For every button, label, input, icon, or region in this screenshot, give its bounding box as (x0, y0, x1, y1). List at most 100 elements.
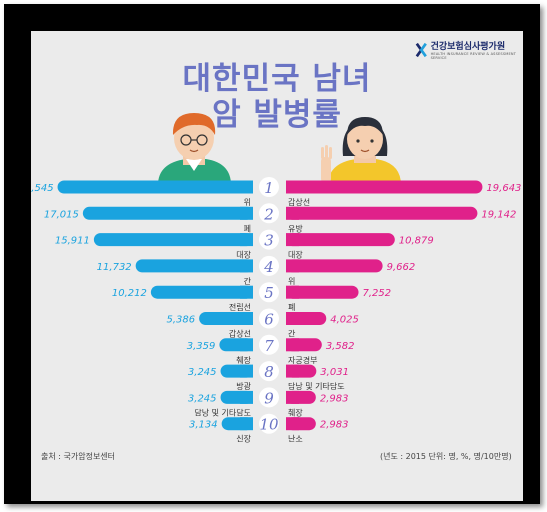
female-bar-start (286, 312, 299, 325)
female-value-label: 19,643 (486, 183, 521, 194)
rank-badge (259, 229, 279, 250)
male-value-label: 3,245 (188, 393, 217, 404)
male-value-label: 5,386 (166, 315, 195, 326)
source-note: 출처 : 국가암정보센터 (41, 452, 116, 461)
female-bar-start (286, 233, 299, 247)
female-value-label: 9,662 (387, 262, 416, 273)
rank-badge (259, 282, 279, 303)
male-category-label: 담낭 및 기타담도 (194, 407, 251, 417)
female-category-label: 유방 (288, 223, 303, 233)
male-bar-end (240, 364, 253, 378)
male-category-label: 신장 (236, 434, 251, 444)
male-category-label: 대장 (236, 250, 251, 260)
male-category-label: 위 (244, 198, 251, 207)
female-bar-start (286, 285, 299, 299)
male-category-label: 방광 (236, 381, 251, 391)
female-value-label: 19,142 (481, 209, 516, 220)
rank-number: 9 (264, 389, 274, 407)
rank-number: 7 (264, 337, 274, 355)
female-value-label: 3,582 (326, 341, 355, 352)
rank-number: 5 (264, 284, 274, 302)
rank-badge (259, 177, 279, 197)
male-bar-end (240, 417, 253, 431)
male-bar-end (240, 312, 253, 325)
male-value-label: 19,545 (31, 183, 54, 194)
male-bar-end (240, 233, 253, 247)
male-value-label: 3,359 (187, 341, 216, 352)
male-value-label: 17,015 (44, 209, 79, 220)
logo: 건강보험심사평가원 HEALTH INSURANCE REVIEW & ASSE… (415, 39, 523, 60)
female-bar (286, 259, 383, 273)
male-value-label: 11,732 (97, 262, 132, 273)
rank-badge (259, 308, 279, 329)
rank-badge (259, 334, 279, 355)
female-bar-start (286, 338, 299, 352)
rank-badge (259, 361, 279, 382)
bar-chart: 19,545 위 19,643 갑상선 1 17,015 폐 19,142 유방 2 15,911 대… (31, 113, 521, 444)
unit-note: (년도 : 2015 단위: 명, %, 명/10만명) (380, 452, 512, 461)
female-category-label: 갑상선 (288, 197, 310, 207)
female-bar (286, 285, 359, 299)
male-value-label: 10,212 (112, 288, 147, 299)
male-bar (82, 206, 253, 220)
title-line-1: 대한민국 남녀 (182, 61, 372, 97)
female-bar-start (286, 180, 299, 194)
female-category-label: 대장 (288, 250, 303, 260)
female-bar-start (286, 259, 299, 273)
female-category-label: 폐 (288, 302, 295, 312)
male-bar (93, 233, 253, 247)
rank-number: 8 (264, 363, 274, 381)
male-bar-end (240, 338, 253, 352)
female-category-label: 난소 (288, 435, 303, 444)
rank-number: 2 (263, 205, 274, 223)
female-value-label: 2,983 (320, 393, 349, 404)
rank-badge (259, 203, 279, 224)
logo-name: 건강보험심사평가원 (430, 42, 506, 52)
female-bar-start (286, 417, 299, 431)
female-value-label: 4,025 (330, 315, 359, 326)
rank-badge (259, 255, 279, 276)
female-value-label: 3,031 (320, 367, 349, 378)
female-figure-icon (321, 117, 401, 185)
male-category-label: 폐 (244, 223, 251, 233)
female-bar-start (286, 364, 299, 378)
logo-mark-icon (415, 42, 427, 57)
rank-number: 3 (264, 232, 274, 250)
title-line-2: 암 발병률 (212, 97, 342, 133)
male-bar (199, 312, 253, 325)
female-category-label: 췌장 (288, 407, 303, 417)
male-category-label: 간 (244, 276, 252, 286)
male-bar-end (240, 180, 253, 194)
male-bar-end (240, 206, 253, 220)
rank-number: 1 (264, 179, 274, 197)
male-bar (135, 259, 253, 273)
male-bar (150, 285, 253, 299)
male-figure-icon (158, 113, 231, 185)
female-bar-start (286, 390, 299, 404)
female-category-label: 담낭 및 기타담도 (288, 381, 345, 391)
female-bar-start (286, 206, 299, 220)
female-category-label: 자궁경부 (288, 355, 317, 365)
male-value-label: 3,245 (188, 367, 217, 378)
female-bar (286, 206, 478, 220)
male-category-label: 전립선 (229, 302, 251, 312)
infographic-panel: 대한민국 남녀 암 발병률 건강보험심사평가원 HEALTH INSURANCE… (31, 31, 523, 501)
male-bar (57, 180, 253, 194)
rank-badge (259, 387, 279, 408)
male-category-label: 췌장 (236, 355, 251, 365)
female-bar (286, 233, 395, 247)
male-value-label: 15,911 (55, 236, 90, 247)
male-category-label: 갑상선 (229, 329, 251, 339)
rank-number: 10 (259, 416, 279, 434)
rank-number: 4 (263, 258, 274, 276)
female-value-label: 7,252 (363, 288, 392, 299)
image-frame: 대한민국 남녀 암 발병률 건강보험심사평가원 HEALTH INSURANCE… (4, 4, 540, 504)
female-category-label: 간 (288, 329, 296, 339)
female-value-label: 10,879 (399, 236, 434, 247)
female-bar (286, 180, 483, 194)
logo-subtitle: HEALTH INSURANCE REVIEW & ASSESSMENT SER… (430, 52, 517, 60)
male-bar-end (240, 259, 253, 273)
male-bar-end (240, 390, 253, 404)
rank-number: 6 (264, 311, 274, 329)
rank-badge (259, 413, 279, 434)
